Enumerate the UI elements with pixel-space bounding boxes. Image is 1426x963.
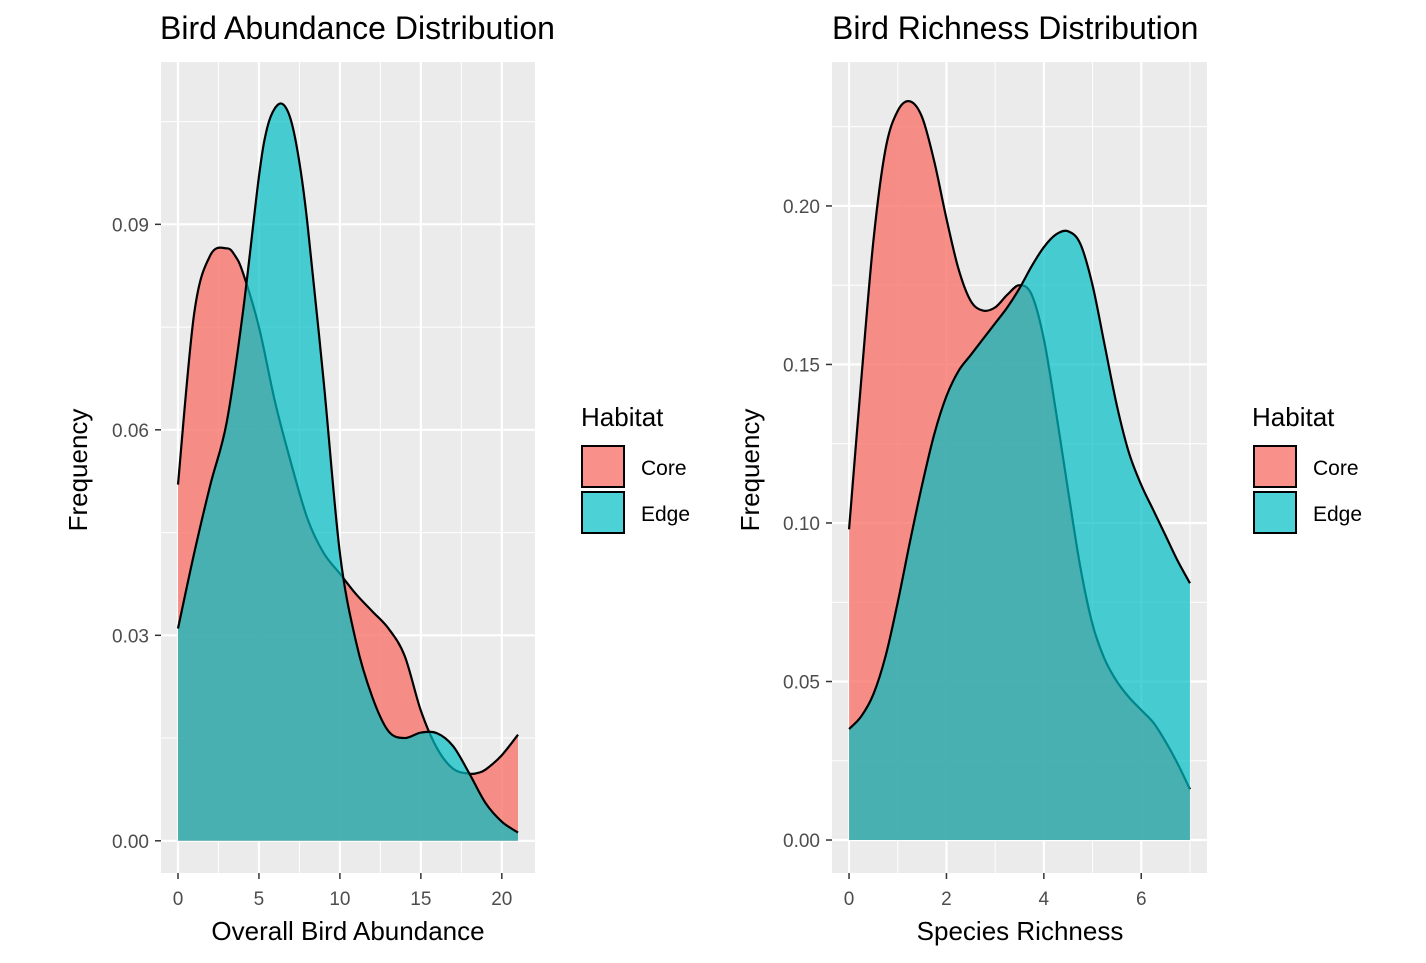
abundance-legend: Habitat Core Edge xyxy=(581,402,690,534)
richness-title: Bird Richness Distribution xyxy=(832,10,1198,46)
richness-legend-core-label: Core xyxy=(1313,457,1359,480)
abundance-edge-density-area xyxy=(178,103,518,841)
abundance-panel: Bird Abundance Distribution 0 5 10 15 20 0.00… xyxy=(63,10,690,946)
abundance-title: Bird Abundance Distribution xyxy=(160,10,555,46)
richness-y-tick-label: 0.15 xyxy=(783,355,820,376)
abundance-y-axis-label: Frequency xyxy=(63,409,93,532)
richness-y-tick-label: 0.20 xyxy=(783,197,820,218)
abundance-legend-edge-label: Edge xyxy=(641,503,690,526)
abundance-x-tick-label: 5 xyxy=(254,889,265,910)
richness-y-axis-label: Frequency xyxy=(735,409,765,532)
richness-legend-title: Habitat xyxy=(1252,402,1335,432)
richness-legend-core-swatch xyxy=(1253,445,1297,488)
abundance-legend-edge-swatch xyxy=(581,491,625,534)
abundance-y-tick-label: 0.09 xyxy=(112,215,149,236)
abundance-y-tick-label: 0.06 xyxy=(112,421,149,442)
richness-x-tick-label: 2 xyxy=(941,889,952,910)
abundance-y-tick-label: 0.03 xyxy=(112,626,149,647)
abundance-plot-area: 0 5 10 15 20 0.00 0.03 0.06 0.09 xyxy=(112,62,535,910)
richness-x-tick-label: 0 xyxy=(844,889,855,910)
richness-y-tick-label: 0.05 xyxy=(783,673,820,694)
richness-legend-edge-label: Edge xyxy=(1313,503,1362,526)
richness-plot-area: 0 2 4 6 0.00 0.05 0.10 0.15 0.20 xyxy=(783,62,1207,910)
abundance-legend-core-swatch xyxy=(581,445,625,488)
richness-edge-density-line xyxy=(848,229,1191,730)
richness-edge-density-area xyxy=(849,230,1190,841)
richness-y-tick-label: 0.00 xyxy=(783,831,820,852)
richness-legend-edge-swatch xyxy=(1253,491,1297,534)
abundance-x-tick-label: 10 xyxy=(329,889,350,910)
richness-x-tick-label: 6 xyxy=(1136,889,1147,910)
abundance-legend-core-label: Core xyxy=(641,457,687,480)
abundance-x-tick-label: 20 xyxy=(491,889,512,910)
abundance-x-tick-label: 15 xyxy=(410,889,431,910)
richness-x-axis-label: Species Richness xyxy=(917,916,1124,946)
richness-x-tick-label: 4 xyxy=(1039,889,1050,910)
richness-panel: Bird Richness Distribution 0 2 4 60.000.050… xyxy=(735,10,1362,946)
abundance-x-tick-label: 0 xyxy=(173,889,184,910)
abundance-edge-density-line xyxy=(176,102,519,834)
richness-y-tick-label: 0.10 xyxy=(783,514,820,535)
abundance-legend-title: Habitat xyxy=(581,402,664,432)
richness-legend: Habitat Core Edge xyxy=(1252,402,1362,534)
abundance-y-tick-label: 0.00 xyxy=(112,832,149,853)
abundance-x-axis-label: Overall Bird Abundance xyxy=(211,916,484,946)
